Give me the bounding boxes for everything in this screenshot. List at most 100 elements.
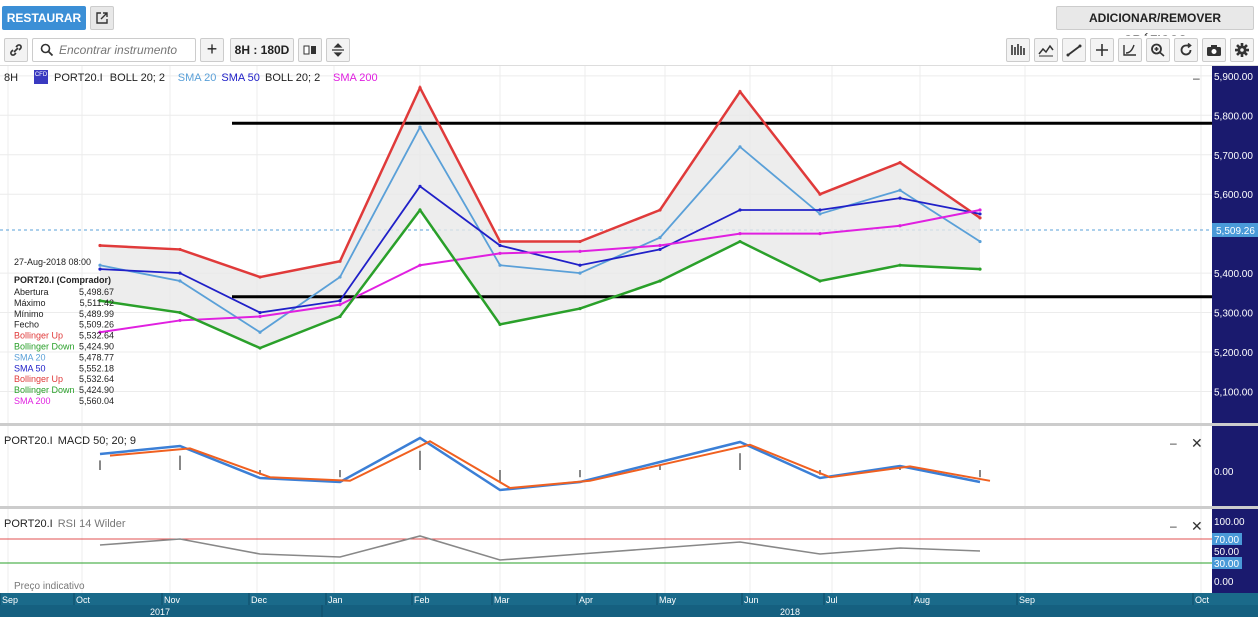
series-point <box>258 275 262 279</box>
bollinger-down-line <box>99 207 981 350</box>
trendline-button[interactable] <box>1062 38 1086 62</box>
series-point <box>498 251 502 255</box>
info-value: 5,489.99 <box>79 309 114 319</box>
series-point <box>418 208 422 212</box>
chart-type-button[interactable] <box>298 38 322 62</box>
series-point <box>498 322 502 326</box>
series-point <box>498 263 502 267</box>
price-chart[interactable]: 5,900.00 5,800.00 5,700.00 5,600.00 5,400.00… <box>0 66 1258 617</box>
zoom-button[interactable] <box>1146 38 1170 62</box>
series-point <box>818 192 822 196</box>
rsi-indicator: RSI 14 Wilder <box>58 518 126 530</box>
series-point <box>898 161 902 165</box>
series-point <box>818 212 822 216</box>
top-bar: RESTAURAR ADICIONAR/REMOVER GRÁFICOS <box>0 0 1258 47</box>
series-point <box>578 239 582 244</box>
series-point <box>418 263 422 267</box>
year-label: 2017 <box>150 607 170 617</box>
month-label: Sep <box>1019 595 1035 605</box>
macd-symbol: PORT20.I <box>4 435 53 447</box>
series-point <box>178 271 182 275</box>
price-tick-label: 5,200.00 <box>1214 348 1253 359</box>
series-point <box>578 249 582 254</box>
legend-entry: PORT20.I <box>54 72 103 84</box>
compare-button[interactable] <box>326 38 350 62</box>
series-point <box>498 239 502 244</box>
info-label: Bollinger Up <box>14 331 63 341</box>
snapshot-button[interactable] <box>1202 38 1226 62</box>
candle-type-icon <box>303 45 316 55</box>
series-point <box>258 330 262 334</box>
series-point <box>738 145 742 149</box>
crosshair-button[interactable] <box>1090 38 1114 62</box>
month-label: Aug <box>914 595 930 605</box>
series-point <box>898 188 902 192</box>
fibonacci-button[interactable] <box>1118 38 1142 62</box>
macd-close-button[interactable]: ✕ <box>1191 435 1203 451</box>
month-label: Jun <box>744 595 759 605</box>
time-axis[interactable]: Sep Oct Nov Dec Jan Feb Mar Apr May Jun Jul Aug Sep O… <box>0 593 1210 617</box>
info-value: 5,511.42 <box>80 298 114 308</box>
restore-button[interactable]: RESTAURAR <box>2 6 86 30</box>
legend-entry: SMA 50 <box>221 72 260 84</box>
year-axis <box>0 605 1258 617</box>
info-title: PORT20.I (Comprador) <box>14 275 111 285</box>
info-label: Bollinger Down <box>14 385 75 395</box>
search-input[interactable] <box>59 42 193 58</box>
rsi-tick-marker <box>1212 533 1242 545</box>
rsi-axis <box>1212 509 1258 593</box>
series-point <box>98 267 102 271</box>
price-tick-label: 5,100.00 <box>1214 387 1253 398</box>
camera-icon <box>1207 45 1221 56</box>
instrument-search[interactable] <box>32 38 196 62</box>
cfd-badge <box>34 70 48 84</box>
indicators-button[interactable] <box>1006 38 1030 62</box>
popout-button[interactable] <box>90 6 114 30</box>
rsi-tick-marker <box>1212 557 1242 569</box>
axis-corner <box>1212 593 1258 605</box>
series-point <box>578 307 582 311</box>
series-point <box>818 208 822 212</box>
line-chart-icon <box>1038 44 1054 57</box>
settings-button[interactable] <box>1230 38 1254 62</box>
price-tick-label: 5,800.00 <box>1214 111 1253 122</box>
sma20-line <box>99 125 981 334</box>
trendline-icon <box>1066 44 1082 57</box>
add-remove-charts-button[interactable]: ADICIONAR/REMOVER GRÁFICOS <box>1056 6 1254 47</box>
panel-divider[interactable] <box>0 506 1258 509</box>
month-label: Sep <box>2 595 18 605</box>
series-point <box>978 216 982 220</box>
sma200-line <box>99 209 981 334</box>
series-point <box>98 299 102 303</box>
price-axis-ticks: 5,900.00 5,800.00 5,700.00 5,600.00 5,400.00… <box>1212 72 1258 398</box>
panel-divider[interactable] <box>0 423 1258 426</box>
series-point <box>498 243 502 248</box>
series-point <box>418 184 422 188</box>
studies-button[interactable] <box>1034 38 1058 62</box>
series-point <box>338 259 342 263</box>
series-point <box>738 239 742 244</box>
indicative-price-note: Preço indicativo <box>14 581 85 592</box>
month-label: Jan <box>328 595 343 605</box>
main-minimize-button[interactable]: – <box>1193 71 1200 85</box>
series-point <box>978 267 982 271</box>
chart-legend: PORT20.I BOLL 20; 2 SMA 20 SMA 50 BOLL 20; 2… <box>54 72 378 84</box>
month-label: Nov <box>164 595 181 605</box>
curve-icon <box>1123 44 1136 56</box>
interval-selector[interactable]: 8H : 180D <box>230 38 294 62</box>
link-button[interactable] <box>4 38 28 62</box>
info-date: 27-Aug-2018 08:00 <box>14 257 91 267</box>
macd-minimize-button[interactable]: – <box>1170 436 1177 450</box>
search-icon <box>40 43 54 57</box>
series-point <box>178 318 182 323</box>
month-label: Feb <box>414 595 430 605</box>
ohlc-info-box: 27-Aug-2018 08:00 PORT20.I (Comprador) A… <box>14 257 114 406</box>
rsi-minimize-button[interactable]: – <box>1170 519 1177 533</box>
refresh-button[interactable] <box>1174 38 1198 62</box>
add-instrument-button[interactable]: + <box>200 38 224 62</box>
info-value: 5,560.04 <box>79 396 114 406</box>
rsi-close-button[interactable]: ✕ <box>1191 518 1203 534</box>
series-point <box>658 247 662 252</box>
macd-axis <box>1212 426 1258 506</box>
